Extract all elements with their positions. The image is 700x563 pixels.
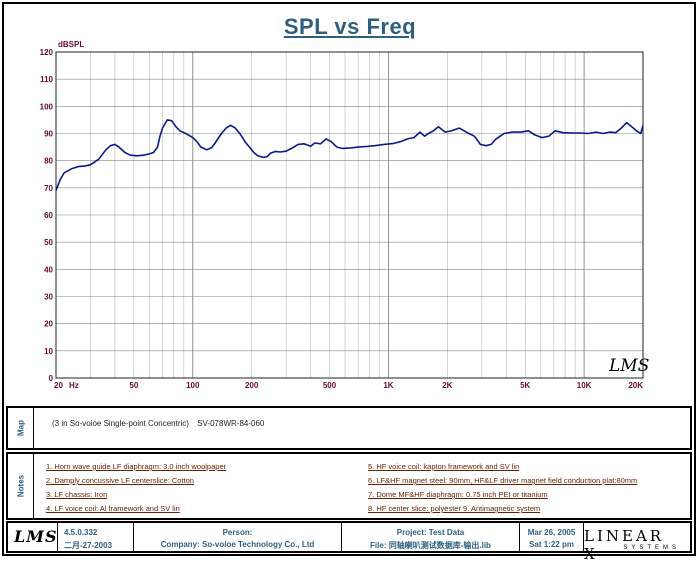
map-section: Map (3 in So-voioe Single-point Concentr…	[6, 406, 692, 450]
note-item: 7. Dome MF&HF diaphragm: 0.75 inch PEI o…	[368, 490, 548, 499]
spl-chart: dBSPL Hz LMS 0 10 20 30 40 50 60 70 80 90 100 110 12…	[40, 40, 650, 390]
company-name: Company: So-voioe Technology Co., Ltd	[160, 540, 315, 549]
footer-time: Sat 1:22 pm	[529, 540, 574, 549]
y-tick-label: 80	[44, 157, 53, 166]
note-item: 6. LF&HF magnet steel: 90mm, HF&LF drive…	[368, 476, 638, 485]
file-name: File: 同轴喇叭测试数据库-输出.lib	[370, 541, 491, 550]
lms-logo: LMS	[14, 527, 58, 546]
x-tick-label: 500	[323, 381, 337, 390]
linearx-sub: SYSTEMS	[623, 545, 680, 551]
note-item: 3. LF chassis: Iron	[46, 490, 108, 499]
y-tick-label: 110	[40, 75, 53, 84]
x-tick-label: 10K	[577, 381, 592, 390]
notes-section: Notes 1. Horn wave guide LF diaphragm: 3…	[6, 452, 692, 520]
y-axis-label: dBSPL	[58, 40, 84, 49]
x-tick-label: 1K	[383, 381, 393, 390]
x-tick-label: 20K	[628, 381, 643, 390]
project-name: Project: Test Data	[396, 528, 465, 537]
map-model: SV-078WR-84-060	[197, 419, 265, 428]
y-tick-label: 40	[44, 265, 53, 274]
y-tick-label: 20	[44, 320, 53, 329]
lms-watermark: LMS	[608, 356, 649, 376]
notes-label: Notes	[16, 474, 25, 498]
y-tick-label: 100	[40, 102, 54, 111]
note-item: 8. HF center slice: polyester 9. Antimag…	[368, 504, 541, 513]
x-unit-label: Hz	[69, 381, 79, 390]
footer-section: LMS 4.5.0.332 二月-27-2003 Person: Company…	[6, 521, 692, 563]
y-tick-label: 60	[44, 211, 53, 220]
note-item: 2. Damply concussive LF centerslice: Cot…	[46, 476, 194, 485]
person-label: Person:	[222, 528, 253, 537]
map-label: Map	[16, 420, 25, 436]
y-tick-label: 70	[44, 184, 53, 193]
x-tick-label: 100	[186, 381, 200, 390]
y-tick-label: 10	[44, 347, 53, 356]
note-item: 5. HF voice coil: kapton framework and S…	[368, 462, 520, 471]
x-tick-label: 5K	[520, 381, 530, 390]
y-tick-label: 90	[44, 130, 53, 139]
x-tick-label: 50	[129, 381, 138, 390]
x-tick-label: 20	[54, 381, 63, 390]
y-tick-label: 120	[40, 48, 54, 57]
linearx-logo: LINEAR X SYSTEMS	[584, 523, 690, 563]
note-item: 1. Horn wave guide LF diaphragm: 3.0 inc…	[46, 462, 227, 471]
note-item: 4. LF voice coil: Al framework and SV li…	[46, 504, 180, 513]
grid	[55, 51, 644, 379]
map-description: (3 in So-voioe Single-point Concentric)	[52, 419, 189, 428]
footer-date: Mar 26, 2005	[527, 528, 576, 537]
outer-frame	[2, 2, 696, 556]
version-date: 二月-27-2003	[64, 541, 113, 550]
y-tick-label: 30	[44, 293, 53, 302]
x-tick-label: 200	[245, 381, 259, 390]
version-number: 4.5.0.332	[64, 528, 98, 537]
x-tick-label: 2K	[442, 381, 452, 390]
y-tick-label: 50	[44, 238, 53, 247]
chart-title: SPL vs Freq	[283, 14, 417, 39]
linearx-wordmark: LINEAR X	[584, 527, 665, 563]
series-line-spl	[55, 119, 644, 191]
plot-border	[55, 51, 644, 379]
y-tick-label: 0	[49, 374, 54, 383]
